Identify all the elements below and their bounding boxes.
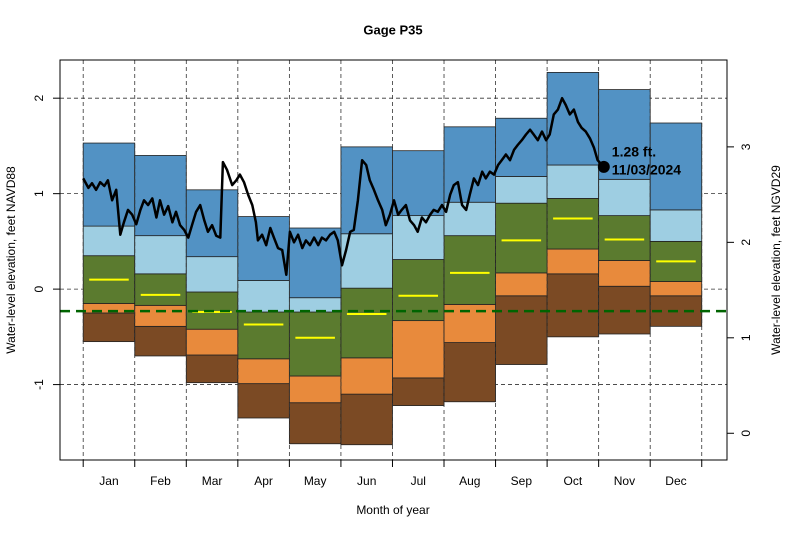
x-tick-label: Jul [411,474,426,488]
plot-frame [59,59,728,461]
band [598,215,651,261]
band [546,164,600,199]
annotation-label: 11/03/2024 [612,162,682,178]
band [443,201,496,237]
x-tick-label: Sep [511,474,533,488]
band [546,273,600,338]
band [443,235,496,305]
band [134,304,187,327]
band [598,178,651,217]
y-tick-label: -1 [32,379,46,390]
x-axis-label: Month of year [356,503,429,517]
band [392,377,445,406]
band [185,354,239,384]
band [237,383,290,419]
y-axis-label: Water-level elevation, feet NAVD88 [4,166,18,354]
y2-axis-label: Water-level elevation, feet NGVD29 [769,165,783,355]
x-tick-label: Mar [202,474,223,488]
band [237,311,290,360]
y2-tick-label: 1 [739,334,753,341]
water-level-line [82,96,605,277]
band [134,235,187,275]
band [340,393,393,446]
band [288,311,342,377]
band [134,273,187,306]
band [546,248,600,275]
band [134,155,187,237]
x-tick-label: Aug [459,474,480,488]
band [340,287,393,359]
band [495,272,548,297]
x-tick-label: Jan [99,474,118,488]
band [340,233,393,289]
band [288,375,342,404]
y-tick-label: 2 [32,95,46,102]
x-tick-label: Apr [254,474,273,488]
band [649,281,703,297]
band [185,189,239,258]
band [185,256,239,293]
band [134,325,187,357]
band [649,209,703,242]
band [495,176,548,204]
annotation-label: 1.28 ft. [612,144,656,160]
y2-tick-label: 3 [739,143,753,150]
x-tick-label: Jun [357,474,376,488]
band [546,72,600,166]
band [82,225,136,257]
x-tick-label: Nov [614,474,635,488]
y2-tick-label: 0 [739,430,753,437]
chart-title: Gage P35 [363,22,422,37]
band [495,295,548,365]
band [392,320,445,379]
band [495,117,548,177]
band [392,150,445,217]
band [185,328,239,356]
x-tick-label: May [304,474,327,488]
band [237,280,290,313]
band [443,342,496,403]
y2-tick-label: 2 [739,239,753,246]
band [288,402,342,445]
x-tick-label: Feb [150,474,171,488]
x-tick-label: Dec [665,474,686,488]
y-tick-label: 1 [32,190,46,197]
band [598,260,651,287]
band [340,357,393,395]
band [82,312,136,343]
band [495,202,548,274]
y-tick-label: 0 [32,285,46,292]
band [237,358,290,385]
band [546,198,600,250]
current-point [597,160,610,173]
x-tick-label: Oct [564,474,583,488]
band [392,215,445,260]
